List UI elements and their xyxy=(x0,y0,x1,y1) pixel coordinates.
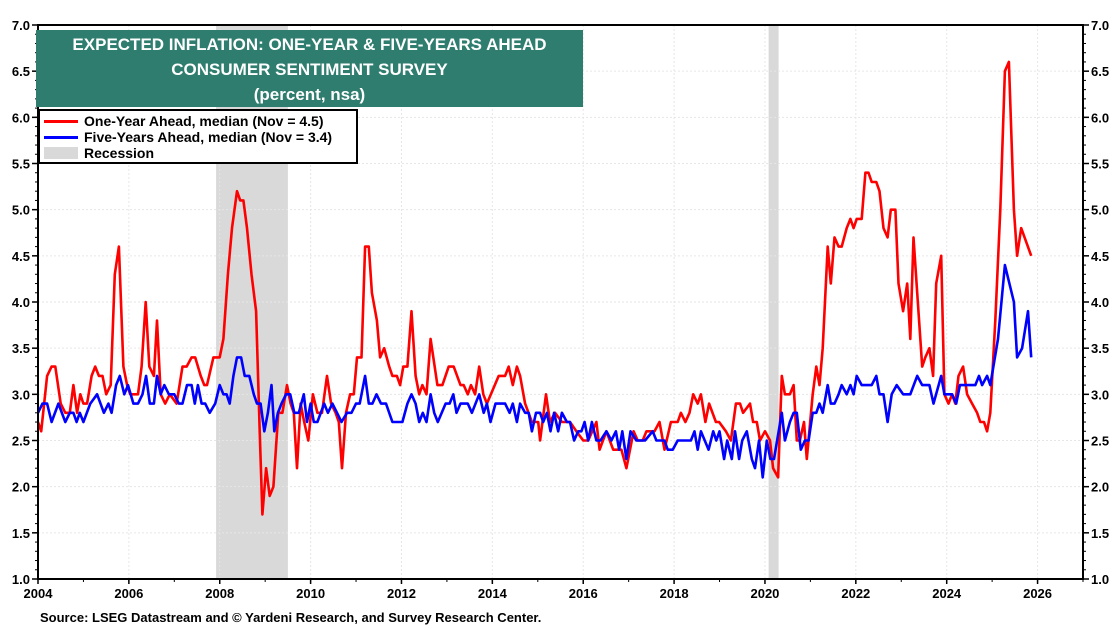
y-tick-label-left: 2.5 xyxy=(12,434,30,449)
x-tick-label: 2006 xyxy=(114,586,143,601)
plot-frame xyxy=(37,24,1084,580)
one-year-ahead-line xyxy=(36,60,1033,516)
legend-label: Recession xyxy=(84,145,155,161)
five-years-ahead-line xyxy=(36,263,1033,479)
y-tick-label-right: 7.0 xyxy=(1091,18,1109,33)
title-line-3: (percent, nsa) xyxy=(253,85,366,104)
y-tick-label-right: 5.0 xyxy=(1091,203,1109,218)
y-tick-label-right: 2.0 xyxy=(1091,480,1109,495)
y-tick-label-left: 6.0 xyxy=(12,110,30,125)
axes: 1.0 1.0 1.5 1.5 2.0 2.0 2.5 2.5 3.0 3.0 3.5 3.5 4.0 4… xyxy=(12,18,1109,601)
legend: One-Year Ahead, median (Nov = 4.5) Five-… xyxy=(38,109,358,164)
y-tick-label-right: 6.5 xyxy=(1091,64,1109,79)
legend-item-one-year: One-Year Ahead, median (Nov = 4.5) xyxy=(44,113,356,129)
y-tick-label-left: 3.0 xyxy=(12,387,30,402)
y-tick-label-right: 3.0 xyxy=(1091,387,1109,402)
y-tick-label-right: 4.0 xyxy=(1091,295,1109,310)
y-tick-label-left: 3.5 xyxy=(12,341,30,356)
x-tick-label: 2020 xyxy=(750,586,779,601)
y-tick-label-right: 3.5 xyxy=(1091,341,1109,356)
x-tick-label: 2004 xyxy=(24,586,54,601)
legend-swatch-blue xyxy=(44,135,78,139)
chart-title: EXPECTED INFLATION: ONE-YEAR & FIVE-YEAR… xyxy=(36,30,583,107)
y-tick-label-left: 2.0 xyxy=(12,480,30,495)
y-tick-label-right: 4.5 xyxy=(1091,249,1109,264)
x-tick-label: 2018 xyxy=(660,586,689,601)
title-line-2: CONSUMER SENTIMENT SURVEY xyxy=(171,60,448,79)
x-tick-label: 2016 xyxy=(569,586,598,601)
y-tick-label-right: 1.5 xyxy=(1091,526,1109,541)
x-tick-label: 2010 xyxy=(296,586,325,601)
x-tick-label: 2026 xyxy=(1023,586,1052,601)
series-lines xyxy=(36,60,1033,516)
y-tick-label-right: 1.0 xyxy=(1091,572,1109,587)
legend-label: One-Year Ahead, median (Nov = 4.5) xyxy=(84,113,324,129)
x-tick-label: 2008 xyxy=(205,586,234,601)
legend-label: Five-Years Ahead, median (Nov = 3.4) xyxy=(84,129,333,145)
y-tick-label-left: 6.5 xyxy=(12,64,30,79)
recession-band xyxy=(768,25,779,579)
y-tick-label-left: 5.5 xyxy=(12,157,30,172)
legend-swatch-red xyxy=(44,119,78,123)
source-note: Source: LSEG Datastream and © Yardeni Re… xyxy=(40,610,542,625)
x-tick-label: 2022 xyxy=(841,586,870,601)
x-tick-label: 2012 xyxy=(387,586,416,601)
legend-swatch-gray xyxy=(44,147,78,159)
legend-item-five-year: Five-Years Ahead, median (Nov = 3.4) xyxy=(44,129,356,145)
x-tick-label: 2024 xyxy=(932,586,962,601)
legend-item-recession: Recession xyxy=(44,145,356,161)
y-tick-label-left: 4.5 xyxy=(12,249,30,264)
y-tick-label-right: 5.5 xyxy=(1091,157,1109,172)
y-tick-label-left: 7.0 xyxy=(12,18,30,33)
y-tick-label-left: 1.5 xyxy=(12,526,30,541)
y-tick-label-left: 4.0 xyxy=(12,295,30,310)
title-line-1: EXPECTED INFLATION: ONE-YEAR & FIVE-YEAR… xyxy=(72,35,547,54)
y-tick-label-right: 2.5 xyxy=(1091,434,1109,449)
x-tick-label: 2014 xyxy=(478,586,508,601)
y-tick-label-left: 1.0 xyxy=(12,572,30,587)
y-tick-label-left: 5.0 xyxy=(12,203,30,218)
y-tick-label-right: 6.0 xyxy=(1091,110,1109,125)
